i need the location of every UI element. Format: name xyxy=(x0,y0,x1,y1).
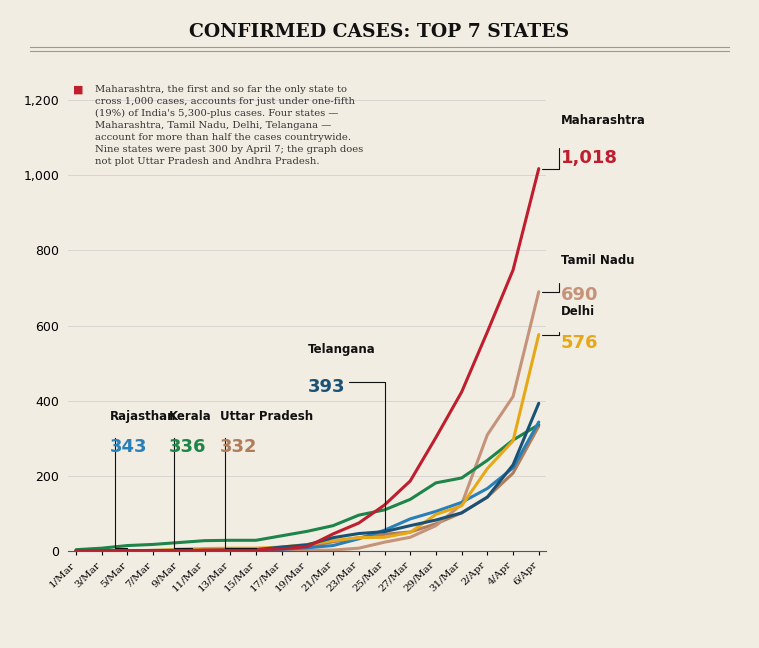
Text: ■: ■ xyxy=(73,85,83,95)
Text: Telangana: Telangana xyxy=(307,343,375,356)
Text: Tamil Nadu: Tamil Nadu xyxy=(561,255,634,268)
Text: 690: 690 xyxy=(561,286,598,304)
Text: 332: 332 xyxy=(220,438,257,456)
Text: 343: 343 xyxy=(109,438,147,456)
Text: 393: 393 xyxy=(307,378,345,396)
Text: 1,018: 1,018 xyxy=(561,149,618,167)
Text: Maharashtra, the first and so far the only state to
cross 1,000 cases, accounts : Maharashtra, the first and so far the on… xyxy=(95,85,363,166)
Text: Delhi: Delhi xyxy=(561,305,595,318)
Text: Kerala: Kerala xyxy=(168,410,211,423)
Text: 336: 336 xyxy=(168,438,206,456)
Text: Uttar Pradesh: Uttar Pradesh xyxy=(220,410,313,423)
Text: CONFIRMED CASES: TOP 7 STATES: CONFIRMED CASES: TOP 7 STATES xyxy=(190,23,569,41)
Text: 576: 576 xyxy=(561,334,598,352)
Text: Maharashtra: Maharashtra xyxy=(561,113,645,126)
Text: Rajasthan: Rajasthan xyxy=(109,410,176,423)
